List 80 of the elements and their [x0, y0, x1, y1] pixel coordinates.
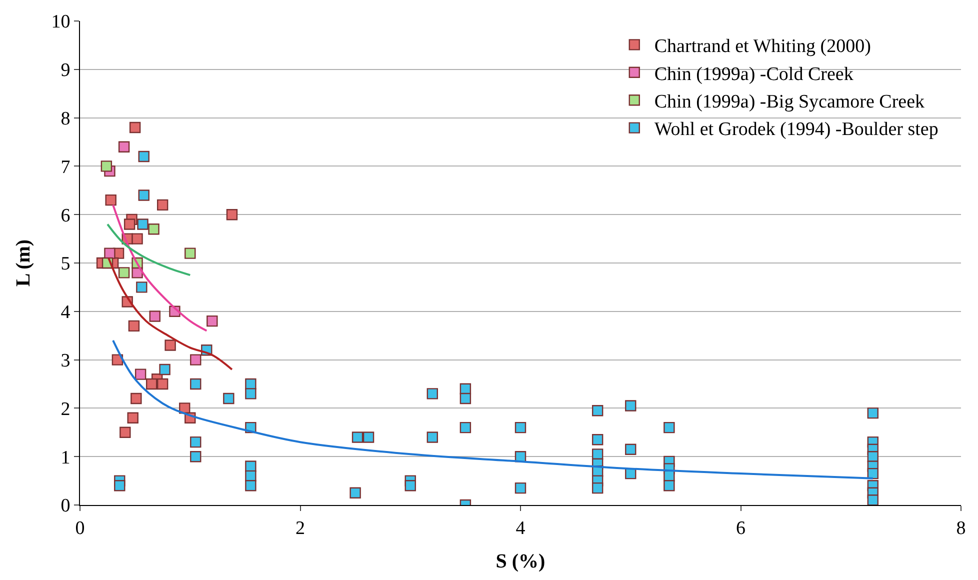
point — [404, 480, 416, 492]
y-axis-title: L (m) — [12, 239, 35, 287]
point — [350, 487, 361, 498]
point — [867, 407, 878, 419]
point — [184, 248, 196, 259]
point — [137, 218, 148, 230]
point — [132, 233, 143, 244]
point — [127, 412, 138, 424]
y-tick-label: 9 — [60, 60, 70, 82]
point — [149, 310, 160, 322]
legend-label: Chin (1999a) -Big Sycamore Creek — [654, 92, 926, 112]
point — [190, 451, 202, 462]
point — [460, 392, 472, 404]
point — [146, 378, 158, 390]
point — [124, 218, 136, 230]
y-tick-label: 2 — [60, 398, 70, 420]
point — [362, 432, 374, 443]
point — [514, 482, 526, 494]
y-tick-label: 5 — [60, 254, 70, 275]
point — [100, 160, 112, 172]
x-tick-label: 4 — [516, 518, 526, 539]
point — [190, 436, 202, 448]
point — [625, 400, 636, 412]
point — [226, 209, 238, 220]
point — [134, 368, 146, 380]
y-tick-label: 8 — [60, 108, 70, 130]
y-tick-label: 4 — [60, 302, 71, 324]
point — [352, 432, 364, 443]
point — [514, 422, 526, 434]
point — [128, 320, 140, 332]
point — [129, 122, 141, 134]
point — [118, 267, 130, 278]
point — [245, 388, 256, 400]
point — [164, 340, 176, 351]
point — [426, 432, 438, 443]
x-axis-title: S (%) — [496, 550, 546, 572]
point — [190, 354, 202, 366]
point — [625, 444, 636, 455]
point — [592, 482, 604, 494]
point — [156, 378, 168, 390]
legend-label: Chartrand et Whiting (2000) — [654, 36, 871, 58]
point — [118, 141, 130, 152]
point — [867, 468, 878, 480]
line-series — [106, 223, 192, 276]
point — [148, 224, 160, 235]
y-tick-label: 6 — [60, 205, 70, 226]
point — [245, 480, 256, 492]
y-tick-label: 0 — [60, 496, 70, 517]
y-tick-label: 10 — [51, 12, 70, 33]
point — [190, 378, 202, 390]
point — [114, 480, 126, 492]
point — [223, 392, 234, 404]
point — [159, 364, 170, 376]
point — [426, 388, 438, 400]
point — [156, 199, 168, 211]
point — [104, 248, 116, 259]
point — [245, 460, 256, 472]
x-tick-label: 0 — [75, 518, 85, 539]
point — [867, 494, 878, 505]
point — [138, 190, 150, 201]
point — [120, 426, 131, 438]
point — [592, 405, 604, 416]
point — [112, 354, 124, 366]
point — [206, 315, 218, 327]
x-tick-label: 8 — [956, 518, 966, 539]
y-tick-label: 3 — [60, 350, 70, 372]
point — [592, 434, 604, 446]
y-tick-label: 1 — [60, 447, 70, 468]
point — [460, 422, 472, 434]
point — [130, 392, 142, 404]
x-tick-label: 2 — [296, 518, 305, 539]
point — [664, 422, 675, 434]
point — [105, 194, 116, 206]
legend-label: Wohl et Grodek (1994) -Boulder step — [654, 119, 938, 140]
point — [664, 480, 675, 492]
x-tick-label: 6 — [736, 518, 746, 539]
point — [136, 282, 148, 293]
y-tick-label: 7 — [60, 156, 70, 178]
legend-label: Chin (1999a) -Cold Creek — [654, 64, 854, 85]
point — [138, 150, 150, 162]
